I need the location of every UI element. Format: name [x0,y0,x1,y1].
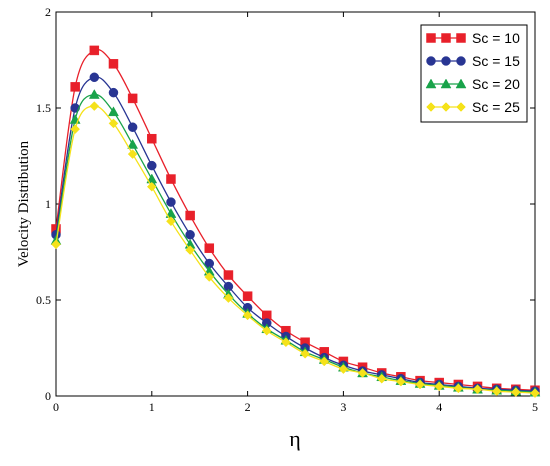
y-tick-label: 1 [45,197,51,211]
data-point [376,373,387,384]
data-point [147,160,157,171]
data-point [472,384,483,395]
legend-marker [426,102,436,112]
data-point [127,122,138,132]
data-point [396,376,406,387]
data-point [51,239,61,250]
y-axis-label: Velocity Distribution [16,140,32,267]
data-point [89,45,100,56]
data-point [300,348,310,359]
y-tick-label: 1.5 [36,101,51,115]
data-point [166,197,176,207]
data-point [89,101,100,111]
legend-marker [426,56,436,66]
legend-item: Sc = 10 [426,30,520,46]
data-point [530,388,540,398]
legend-marker [425,78,437,89]
legend-label: Sc = 25 [472,99,520,115]
data-point [70,124,81,134]
y-tick-label: 0.5 [36,293,51,307]
data-point [281,337,291,348]
x-tick-label: 2 [245,400,251,414]
data-point [108,87,119,98]
x-tick-label: 4 [436,400,442,414]
data-point [127,138,139,149]
data-point [147,133,157,144]
legend: Sc = 10 Sc = 15 Sc = 20 Sc = 25 [420,24,528,123]
legend-marker [456,56,466,66]
data-point [146,181,157,192]
data-point [185,245,195,255]
legend-label: Sc = 15 [472,53,520,69]
data-point [319,356,330,367]
data-point [453,383,464,394]
data-point [242,310,253,321]
data-point [108,59,119,69]
data-point [127,93,138,104]
legend-marker [426,33,436,43]
data-point [357,368,368,378]
data-point [510,387,521,398]
legend-marker [440,78,452,89]
data-point [261,325,272,336]
data-point [185,229,195,240]
data-point [108,118,119,129]
legend-marker [441,56,451,66]
legend-item: Sc = 15 [426,53,520,69]
y-tick-label: 2 [45,5,51,19]
data-point [127,149,138,159]
x-tick-label: 1 [149,400,155,414]
data-point [415,379,425,390]
data-point [242,291,253,301]
series-layer [50,45,541,398]
legend-marker [456,102,466,112]
y-tick-label: 0 [45,389,51,403]
x-tick-label: 3 [340,400,346,414]
data-point [185,210,195,221]
legend-item: Sc = 25 [426,99,520,115]
series-4 [51,101,540,398]
legend-label: Sc = 20 [472,76,520,92]
legend-marker [441,33,451,43]
x-tick-label: 0 [53,400,59,414]
data-point [204,243,215,253]
data-point [70,82,80,92]
data-point [166,216,176,227]
x-tick-label: 5 [532,400,538,414]
data-point [108,106,119,117]
data-point [223,293,234,303]
x-axis-label: η [289,426,301,451]
data-point [223,270,234,280]
legend-box [420,24,528,123]
legend-marker [456,33,466,43]
data-point [491,386,502,397]
legend-label: Sc = 10 [472,30,520,46]
axis-ticks: 0 1 2 3 4 5 0 0.5 1 1.5 2 [36,5,538,414]
data-point [434,381,445,392]
data-point [166,174,176,184]
legend-marker [455,78,467,89]
data-point [204,272,215,282]
legend-item: Sc = 20 [425,76,520,92]
data-point [338,364,349,374]
legend-marker [441,102,451,112]
data-point [89,72,100,83]
data-point [88,89,100,99]
